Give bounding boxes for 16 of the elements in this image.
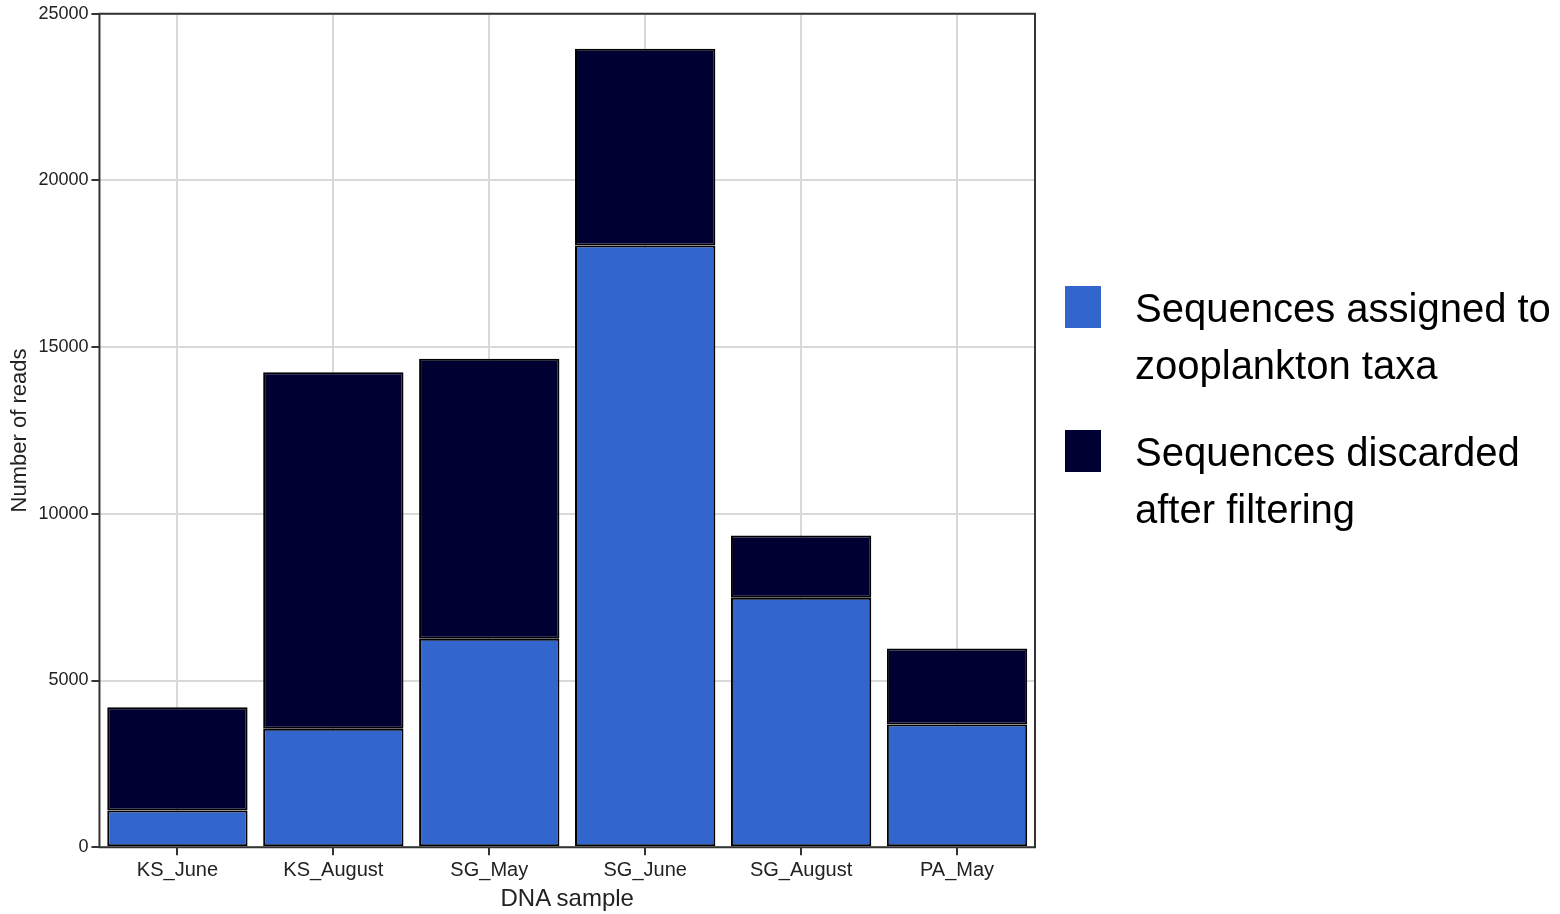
x-tick-label: KS_June: [136, 857, 218, 881]
y-tick-label: 0: [78, 836, 89, 857]
x-tick-label: PA_May: [919, 857, 995, 881]
x-axis-title: DNA sample: [500, 884, 634, 912]
legend-label: Sequences discarded after filtering: [1135, 429, 1521, 533]
x-tick-label: KS_August: [283, 857, 384, 881]
y-axis-title: Number of reads: [6, 348, 32, 513]
y-tick-label: 15000: [38, 336, 89, 357]
x-tick-label: SG_June: [603, 857, 687, 881]
y-tick-label: 10000: [38, 502, 89, 523]
y-tick-label: 5000: [48, 669, 89, 690]
legend-label: Sequences assigned to zooplankton taxa: [1135, 285, 1552, 389]
y-tick-label: 25000: [38, 2, 89, 23]
x-tick-label: SG_May: [450, 857, 529, 881]
x-tick-label: SG_August: [749, 857, 853, 881]
y-tick-label: 20000: [38, 169, 89, 190]
